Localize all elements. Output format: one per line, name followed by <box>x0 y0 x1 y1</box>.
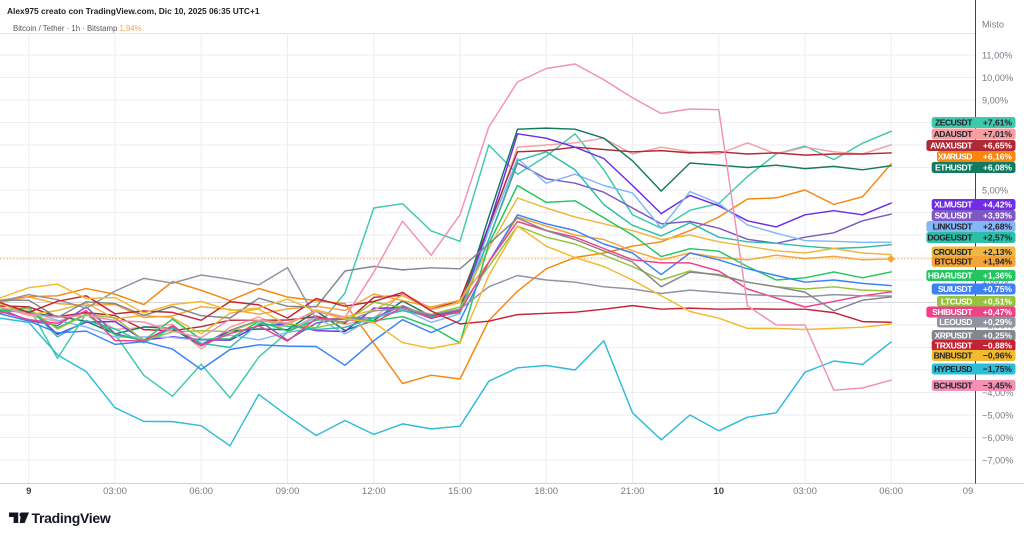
svg-text:−0,96%: −0,96% <box>983 351 1013 361</box>
svg-text:9,00%: 9,00% <box>982 96 1008 106</box>
svg-text:LEOUSD: LEOUSD <box>939 317 972 327</box>
svg-text:Bitcoin / Tether · 1h · Bitsta: Bitcoin / Tether · 1h · Bitstamp 1,94% <box>13 24 142 33</box>
svg-text:+0,47%: +0,47% <box>983 307 1013 317</box>
svg-text:21:00: 21:00 <box>621 486 645 497</box>
svg-text:HYPEUSD: HYPEUSD <box>934 364 972 374</box>
svg-text:+0,29%: +0,29% <box>983 317 1013 327</box>
svg-text:SHIBUSDT: SHIBUSDT <box>932 307 973 317</box>
svg-text:+7,61%: +7,61% <box>983 118 1013 128</box>
svg-text:+6,16%: +6,16% <box>983 152 1013 162</box>
svg-text:5,00%: 5,00% <box>982 186 1008 196</box>
svg-text:−3,45%: −3,45% <box>983 381 1013 391</box>
svg-text:06:00: 06:00 <box>189 486 213 497</box>
svg-text:−4,00%: −4,00% <box>982 388 1013 398</box>
svg-text:CROUSDT: CROUSDT <box>933 247 973 257</box>
svg-text:+7,01%: +7,01% <box>983 129 1013 139</box>
svg-text:12:00: 12:00 <box>362 486 386 497</box>
svg-text:Alex975 creato con TradingView: Alex975 creato con TradingView.com, Dic … <box>7 6 260 16</box>
svg-text:10: 10 <box>714 486 725 497</box>
svg-text:03:00: 03:00 <box>103 486 127 497</box>
svg-text:AVAXUSDT: AVAXUSDT <box>930 141 973 151</box>
svg-text:BTCUSDT: BTCUSDT <box>935 257 974 267</box>
svg-text:ZECUSDT: ZECUSDT <box>935 118 973 128</box>
svg-text:+0,51%: +0,51% <box>983 297 1013 307</box>
svg-text:ADAUSDT: ADAUSDT <box>934 129 974 139</box>
svg-text:SOLUSDT: SOLUSDT <box>935 211 974 221</box>
svg-text:HBARUSDT: HBARUSDT <box>928 271 973 281</box>
svg-text:SUIUSDT: SUIUSDT <box>938 284 973 294</box>
svg-text:+6,65%: +6,65% <box>983 141 1013 151</box>
svg-text:+6,08%: +6,08% <box>983 163 1013 173</box>
svg-text:+2,13%: +2,13% <box>983 247 1013 257</box>
svg-text:TRXUSDT: TRXUSDT <box>935 341 973 351</box>
svg-text:+0,75%: +0,75% <box>983 284 1013 294</box>
svg-text:TradingView: TradingView <box>32 510 111 526</box>
svg-text:−5,00%: −5,00% <box>982 411 1013 421</box>
svg-text:XLMUSDT: XLMUSDT <box>934 200 973 210</box>
svg-text:+1,94%: +1,94% <box>983 257 1013 267</box>
svg-text:18:00: 18:00 <box>534 486 558 497</box>
svg-text:−0,88%: −0,88% <box>983 341 1013 351</box>
svg-text:09:00: 09:00 <box>276 486 300 497</box>
svg-text:LINKUSDT: LINKUSDT <box>933 222 974 232</box>
svg-text:+2,68%: +2,68% <box>983 222 1013 232</box>
svg-text:9: 9 <box>26 486 31 497</box>
svg-text:XRPUSDT: XRPUSDT <box>935 331 974 341</box>
svg-text:09: 09 <box>963 486 974 497</box>
svg-text:06:00: 06:00 <box>879 486 903 497</box>
svg-text:BCHUSDT: BCHUSDT <box>934 381 974 391</box>
svg-text:−6,00%: −6,00% <box>982 433 1013 443</box>
svg-text:03:00: 03:00 <box>793 486 817 497</box>
svg-text:BNBUSDT: BNBUSDT <box>934 351 974 361</box>
svg-text:+2,57%: +2,57% <box>983 233 1013 243</box>
svg-text:10,00%: 10,00% <box>982 73 1013 83</box>
svg-text:+0,25%: +0,25% <box>983 331 1013 341</box>
svg-text:Misto: Misto <box>982 20 1004 30</box>
svg-text:+4,42%: +4,42% <box>983 200 1013 210</box>
svg-text:−1,75%: −1,75% <box>983 364 1013 374</box>
svg-text:15:00: 15:00 <box>448 486 472 497</box>
svg-text:ETHUSDT: ETHUSDT <box>935 163 973 173</box>
svg-text:+3,93%: +3,93% <box>983 211 1013 221</box>
svg-text:11,00%: 11,00% <box>982 51 1012 61</box>
svg-text:DOGEUSDT: DOGEUSDT <box>927 233 973 243</box>
svg-text:XMRUSD: XMRUSD <box>938 152 972 162</box>
svg-text:LTCUSD: LTCUSD <box>941 297 972 307</box>
svg-text:−7,00%: −7,00% <box>982 456 1013 466</box>
svg-text:+1,36%: +1,36% <box>983 271 1013 281</box>
